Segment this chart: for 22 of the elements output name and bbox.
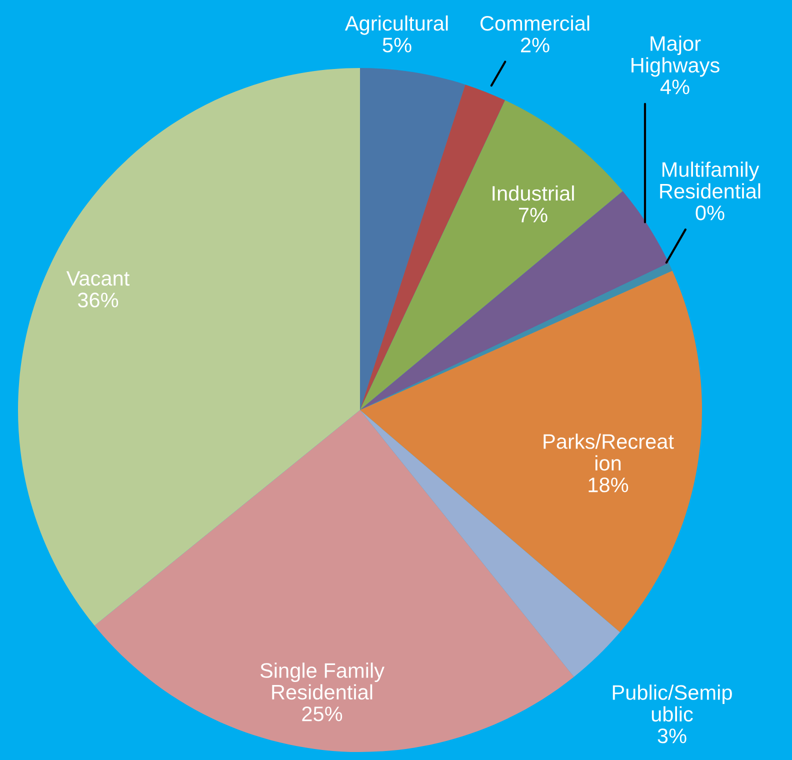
- data-label: 36%: [78, 292, 118, 308]
- slice-label: Multifamily Residential: [660, 162, 760, 199]
- data-label: 0%: [696, 206, 724, 220]
- pie-slice: [360, 100, 623, 410]
- slice-label: Industrial: [492, 185, 574, 201]
- slice-label: Parks/Recreation: [544, 434, 674, 471]
- data-label: 18%: [588, 478, 628, 492]
- pie-slice: [18, 68, 360, 626]
- data-label: 2%: [520, 38, 550, 52]
- slice-label: Single Family Residential: [260, 662, 384, 700]
- data-label: 4%: [660, 80, 690, 94]
- slice-label: Vacant: [66, 271, 130, 286]
- slice-label: Major Highways: [632, 36, 720, 77]
- slice-label: Public/Semipublic: [612, 684, 732, 722]
- pie-slice: [360, 270, 702, 632]
- data-label: 25%: [302, 706, 342, 722]
- data-label: 5%: [382, 38, 412, 52]
- data-label: 3%: [658, 728, 686, 744]
- pie-slice: [360, 68, 466, 410]
- data-label: 7%: [519, 208, 548, 222]
- slice-label: Agricultural: [344, 15, 448, 35]
- slice-label: Commercial: [480, 15, 590, 31]
